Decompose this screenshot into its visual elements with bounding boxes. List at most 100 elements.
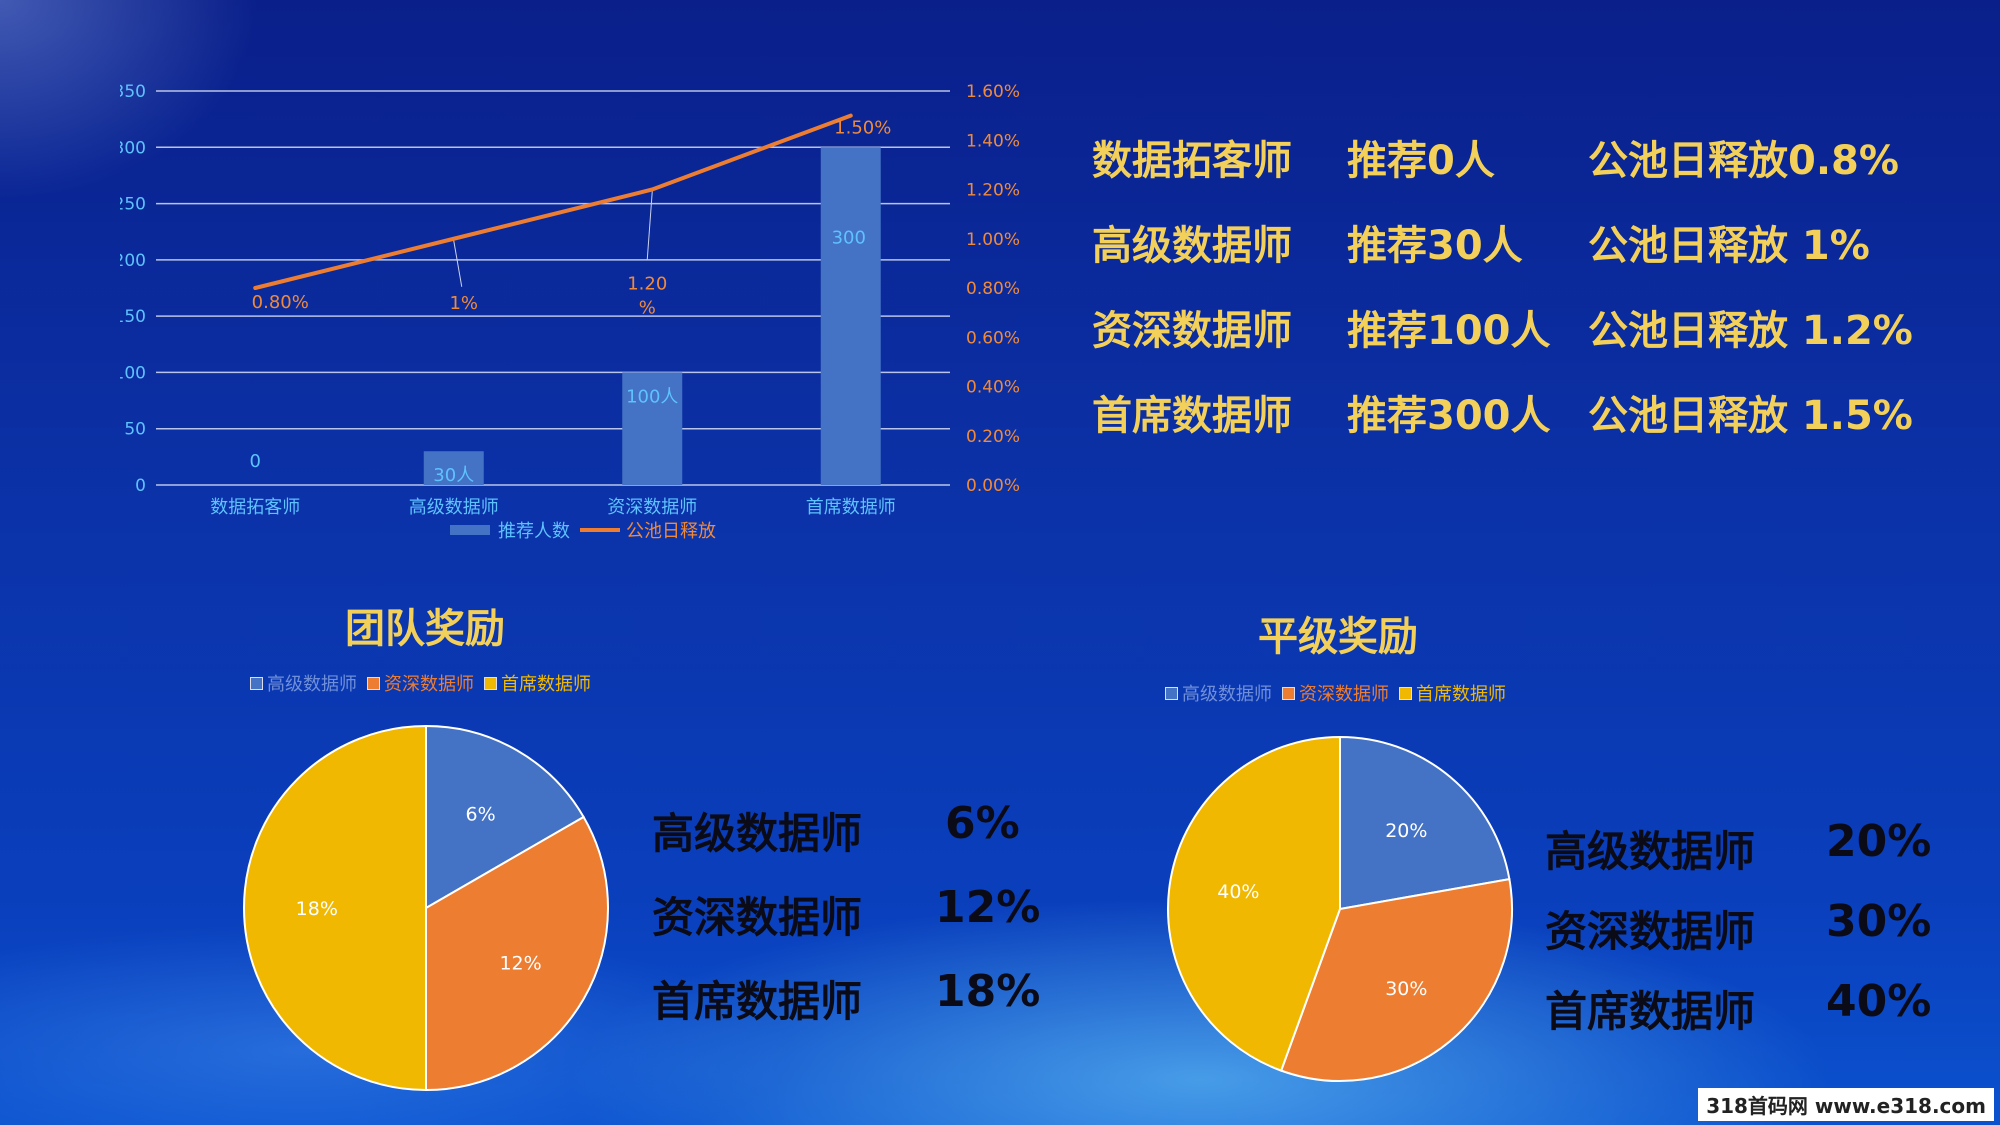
bar-data-label: 100人 [626,386,678,407]
legend-item: 资深数据师 [1282,680,1389,706]
team-pie-chart: 6% 12% 18% [243,724,609,1092]
pie-slice [425,724,585,910]
info-release-1: 公池日释放0.8% [1588,138,1899,184]
peer-row-pct-1: 20% [1826,816,1932,867]
info-recommend-3: 推荐100人 [1347,308,1551,354]
peer-pie-chart: 20% 30% 40% [1167,735,1513,1082]
legend-swatch [367,676,380,690]
legend-swatch [250,676,263,690]
pie-slice-label: 6% [466,803,496,825]
info-recommend-2: 推荐30人 [1347,223,1523,269]
line-data-label: 1% [449,293,478,314]
peer-pie-title: 平级奖励 [1258,614,1418,660]
leader-line [453,240,463,287]
info-level-2: 高级数据师 [1092,223,1292,269]
y-left-tick-label: 0 [135,476,146,496]
info-release-3: 公池日释放 1.2% [1588,308,1913,354]
y-right-tick-label: 1.00% [966,230,1020,250]
pie-slice-label: 12% [499,953,541,975]
bar-data-label: 300 [832,227,866,248]
team-pie-legend: 高级数据师 资深数据师 首席数据师 [250,670,591,696]
legend-item: 资深数据师 [367,670,474,696]
legend-item: 高级数据师 [1165,680,1272,706]
team-row-pct-3: 18% [935,966,1041,1017]
pie-slice-label: 18% [296,898,338,920]
legend-swatch [1282,686,1295,700]
y-right-tick-label: 0.00% [966,476,1020,496]
team-row-name-2: 资深数据师 [652,893,863,942]
team-row-name-3: 首席数据师 [652,977,863,1026]
info-level-4: 首席数据师 [1092,393,1292,439]
x-category-label: 数据拓客师 [210,497,300,518]
bar [820,147,881,485]
y-left-tick-label: 50 [124,420,146,440]
y-left-tick-label: 350 [120,82,146,102]
legend-label: 高级数据师 [1182,684,1272,705]
legend-swatch-bar [450,525,490,535]
legend-label: 高级数据师 [267,674,357,695]
peer-row-pct-3: 40% [1826,976,1932,1027]
legend-label: 资深数据师 [1299,684,1389,705]
pie-slice [243,724,427,1092]
y-right-tick-label: 1.20% [966,181,1020,201]
legend-swatch [1399,686,1412,700]
pie-slice [1167,735,1341,1072]
y-left-tick-label: 200 [120,251,146,271]
legend-item: 高级数据师 [250,670,357,696]
y-right-tick-label: 0.40% [966,378,1020,398]
x-category-label: 首席数据师 [806,497,896,518]
line-series [253,113,853,290]
y-left-tick-label: 250 [120,195,146,215]
legend-swatch [484,676,497,690]
y-right-tick-label: 1.40% [966,131,1020,151]
y-right-tick-label: 0.80% [966,279,1020,299]
combo-chart: 0 50 100 150 200 250 300 350 0.00% 0.20% 0.40% 0.60… [120,82,1020,542]
bar-data-label: 0 [250,451,261,472]
info-level-3: 资深数据师 [1092,308,1292,354]
info-release-2: 公池日释放 1% [1588,223,1870,269]
pie-slice-label: 20% [1385,820,1427,842]
peer-pie-legend: 高级数据师 资深数据师 首席数据师 [1165,680,1506,706]
team-pie-title: 团队奖励 [345,606,505,652]
team-row-pct-2: 12% [935,882,1041,933]
legend-item: 首席数据师 [484,670,591,696]
peer-row-name-1: 高级数据师 [1545,827,1756,876]
site-watermark: 318首码网 www.e318.com [1698,1088,1994,1121]
line-data-label: % [639,298,656,319]
legend-label-bar: 推荐人数 [498,521,570,542]
peer-row-name-2: 资深数据师 [1545,907,1756,956]
leader-line [646,191,653,260]
info-recommend-1: 推荐0人 [1347,138,1495,184]
y-left-tick-label: 150 [120,307,146,327]
pie-slice [1339,735,1511,911]
peer-row-pct-2: 30% [1826,896,1932,947]
y-right-tick-label: 1.60% [966,82,1020,102]
x-category-label: 资深数据师 [607,497,697,518]
y-right-tick-label: 0.60% [966,328,1020,348]
legend-item: 首席数据师 [1399,680,1506,706]
bar [423,451,484,485]
legend-label: 资深数据师 [384,674,474,695]
legend-swatch [1165,686,1178,700]
info-recommend-4: 推荐300人 [1347,393,1551,439]
bar [622,372,683,485]
y-right-tick-label: 0.20% [966,427,1020,447]
pie-slice-label: 40% [1217,881,1259,903]
team-row-pct-1: 6% [945,798,1020,849]
legend-label-line: 公池日释放 [626,521,716,542]
info-level-1: 数据拓客师 [1092,138,1292,184]
y-left-tick-label: 300 [120,138,146,158]
info-release-4: 公池日释放 1.5% [1588,393,1913,439]
legend-label: 首席数据师 [501,674,591,695]
x-category-label: 高级数据师 [409,497,499,518]
line-data-label: 0.80% [252,292,309,313]
legend-label: 首席数据师 [1416,684,1506,705]
line-data-label: 1.50% [834,118,891,139]
pie-slice-label: 30% [1385,978,1427,1000]
team-row-name-1: 高级数据师 [652,809,863,858]
peer-row-name-3: 首席数据师 [1545,987,1756,1036]
pie-slice [425,815,609,1092]
line-data-label: 1.20 [627,274,667,295]
pie-slice [1279,877,1513,1082]
y-left-tick-label: 100 [120,363,146,383]
